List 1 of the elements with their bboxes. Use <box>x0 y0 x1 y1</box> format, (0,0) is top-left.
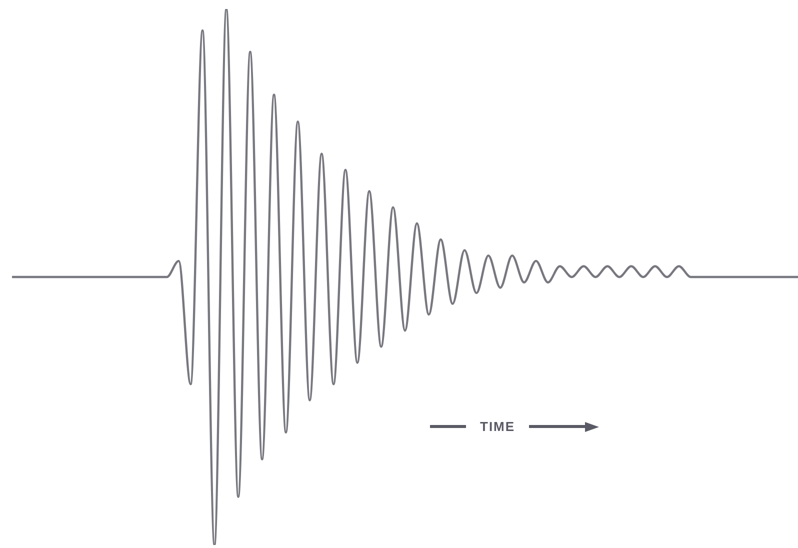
annotation: TIME <box>480 419 516 434</box>
